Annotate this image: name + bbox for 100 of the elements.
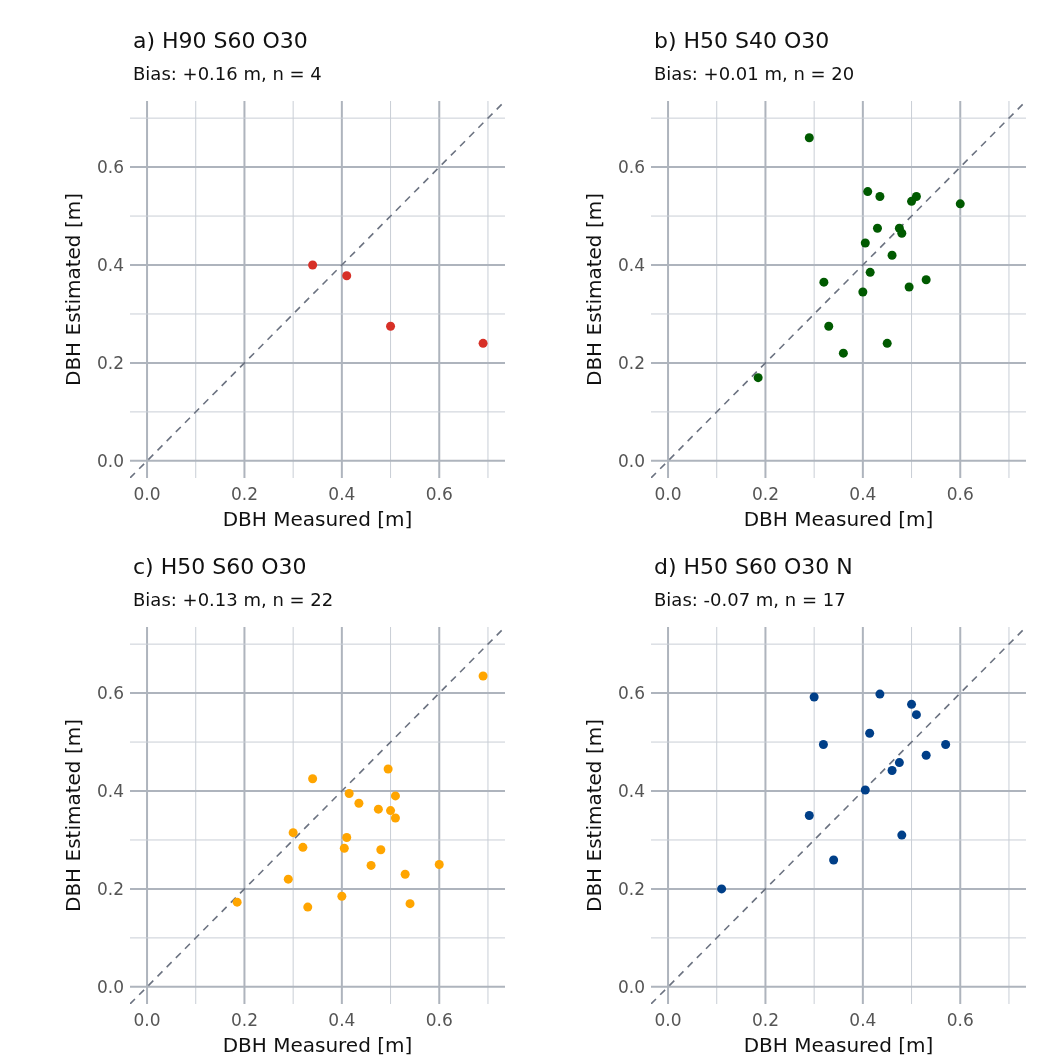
y-tick-label: 0.0 (617, 450, 645, 471)
y-tick-label: 0.6 (96, 157, 124, 178)
x-tick-label: 0.2 (751, 484, 779, 504)
point (875, 191, 885, 201)
point (804, 133, 814, 143)
y-tick-label: 0.4 (96, 781, 124, 802)
point (824, 321, 834, 331)
point (860, 238, 870, 248)
point (863, 187, 873, 197)
point (818, 740, 828, 750)
point (887, 250, 897, 260)
x-tick-label: 0.2 (230, 1010, 258, 1030)
point (875, 689, 885, 699)
y-tick-label: 0.0 (96, 450, 124, 471)
x-tick-label: 0.6 (946, 484, 974, 504)
x-axis-title: DBH Measured [m] (222, 507, 413, 531)
x-tick-label: 0.0 (654, 484, 682, 504)
x-tick-label: 0.6 (425, 1010, 453, 1030)
point (386, 321, 396, 331)
point (804, 811, 814, 820)
point (921, 275, 931, 285)
point (337, 891, 347, 901)
y-tick-label: 0.6 (617, 683, 645, 704)
point (819, 277, 829, 287)
point (434, 859, 444, 869)
y-tick-label: 0.2 (96, 878, 124, 899)
y-tick-label: 0.0 (96, 976, 124, 997)
point (342, 833, 352, 843)
point (308, 774, 318, 784)
point (342, 271, 352, 281)
point (904, 282, 914, 292)
x-axis-title: DBH Measured [m] (743, 1033, 934, 1057)
point (858, 287, 868, 297)
point (865, 267, 875, 277)
y-tick-label: 0.4 (617, 781, 645, 802)
x-tick-label: 0.4 (849, 484, 877, 504)
point (400, 869, 410, 879)
chart-title: b) H50 S40 O30 (654, 28, 830, 53)
x-tick-label: 0.4 (328, 1010, 356, 1030)
x-tick-label: 0.6 (946, 1010, 974, 1030)
y-tick-label: 0.4 (617, 255, 645, 276)
point (865, 728, 875, 738)
point (911, 191, 921, 201)
y-tick-label: 0.6 (617, 157, 645, 178)
chart-title: a) H90 S60 O30 (133, 28, 308, 53)
x-tick-label: 0.4 (328, 484, 356, 504)
point (829, 855, 839, 865)
x-tick-label: 0.6 (425, 484, 453, 504)
point (373, 804, 383, 814)
chart-title: c) H50 S60 O30 (133, 554, 307, 579)
point (354, 798, 364, 808)
point (717, 884, 727, 894)
point (383, 764, 393, 774)
point (339, 843, 349, 853)
point (386, 806, 396, 816)
x-tick-label: 0.2 (230, 484, 258, 504)
point (838, 348, 848, 358)
point (860, 785, 870, 795)
y-axis-title: DBH Estimated [m] (582, 719, 606, 912)
x-tick-label: 0.0 (133, 484, 161, 504)
point (344, 788, 354, 798)
point (897, 830, 907, 840)
y-tick-label: 0.0 (617, 976, 645, 997)
point (753, 373, 763, 383)
point (390, 791, 400, 801)
x-axis-title: DBH Measured [m] (743, 507, 934, 531)
point (882, 338, 892, 348)
y-tick-label: 0.2 (617, 352, 645, 373)
point (303, 902, 313, 912)
point (390, 813, 400, 823)
point (897, 228, 907, 238)
y-axis-title: DBH Estimated [m] (61, 193, 85, 386)
point (308, 260, 318, 270)
point (941, 740, 951, 750)
x-tick-label: 0.2 (751, 1010, 779, 1030)
point (232, 897, 242, 907)
point (894, 758, 904, 768)
x-tick-label: 0.0 (133, 1010, 161, 1030)
y-tick-label: 0.4 (96, 255, 124, 276)
x-tick-label: 0.0 (654, 1010, 682, 1030)
point (809, 692, 819, 702)
point (478, 338, 488, 348)
point (921, 750, 931, 760)
y-tick-label: 0.2 (617, 878, 645, 899)
chart-subtitle: Bias: +0.13 m, n = 22 (133, 589, 334, 610)
x-tick-label: 0.4 (849, 1010, 877, 1030)
chart-subtitle: Bias: +0.16 m, n = 4 (133, 63, 322, 84)
point (907, 699, 917, 709)
chart-title: d) H50 S60 O30 N (654, 554, 853, 579)
chart-subtitle: Bias: +0.01 m, n = 20 (654, 63, 855, 84)
point (405, 899, 415, 909)
point (911, 710, 921, 720)
y-axis-title: DBH Estimated [m] (61, 719, 85, 912)
point (298, 842, 308, 852)
y-tick-label: 0.2 (96, 352, 124, 373)
y-axis-title: DBH Estimated [m] (582, 193, 606, 386)
x-axis-title: DBH Measured [m] (222, 1033, 413, 1057)
y-tick-label: 0.6 (96, 683, 124, 704)
point (887, 765, 897, 775)
point (872, 223, 882, 233)
